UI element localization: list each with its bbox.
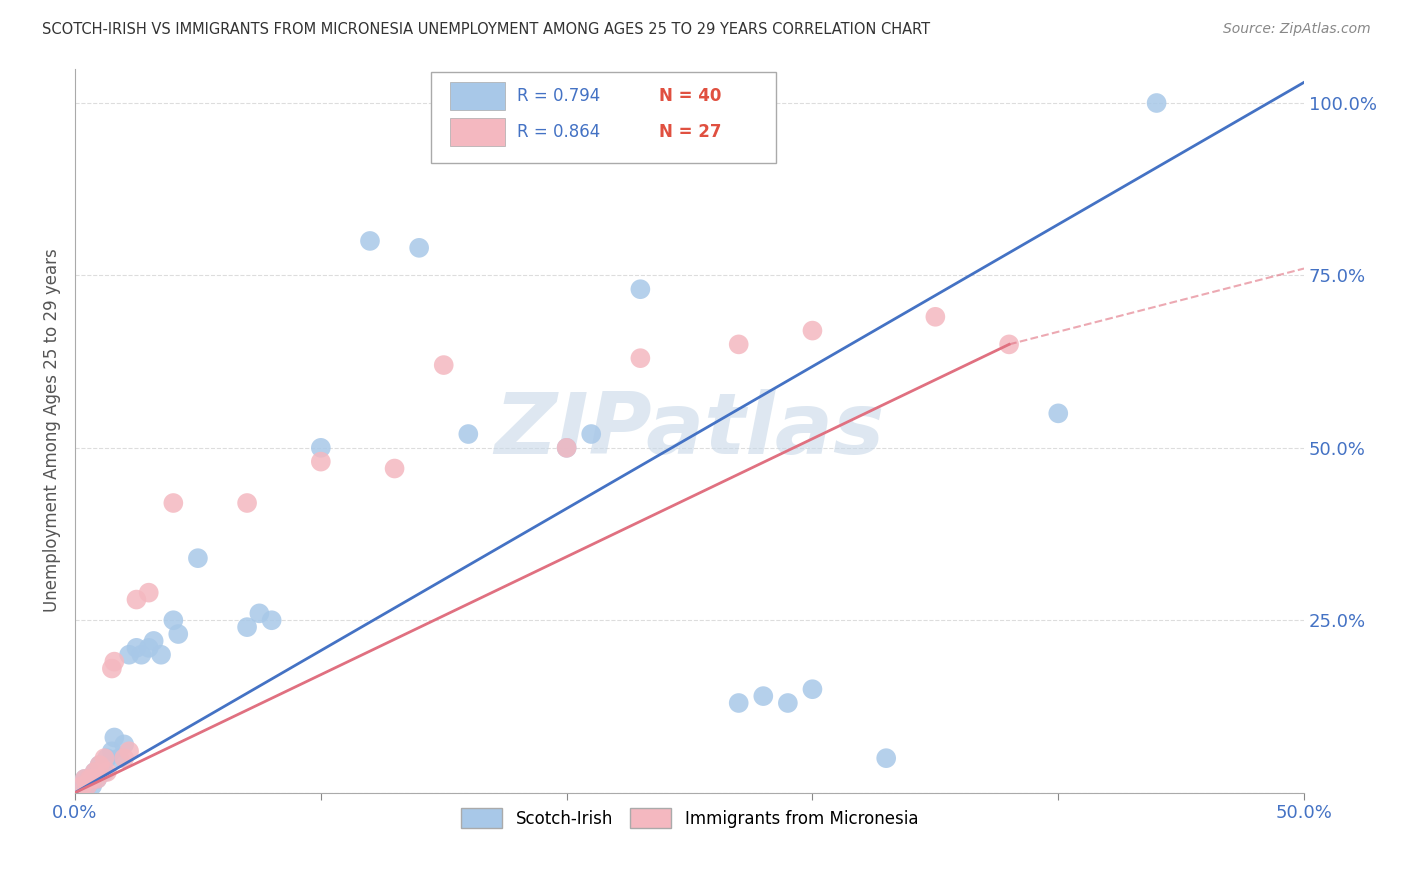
Point [118,744,141,758]
Point [236,496,259,510]
Point [1146,95,1168,110]
Point [96,764,118,779]
Point [76,779,98,793]
Point [384,461,406,475]
Text: SCOTCH-IRISH VS IMMIGRANTS FROM MICRONESIA UNEMPLOYMENT AMONG AGES 25 TO 29 YEAR: SCOTCH-IRISH VS IMMIGRANTS FROM MICRONES… [42,22,931,37]
Point [162,613,184,627]
Point [86,772,108,786]
Point [433,358,456,372]
Point [167,627,190,641]
Text: Source: ZipAtlas.com: Source: ZipAtlas.com [1223,22,1371,37]
Text: N = 27: N = 27 [659,123,721,141]
Point [79,772,101,786]
Legend: Scotch-Irish, Immigrants from Micronesia: Scotch-Irish, Immigrants from Micronesia [454,801,925,835]
Point [72,779,94,793]
Point [752,689,775,703]
Point [138,585,160,599]
Text: N = 40: N = 40 [659,87,721,105]
Point [96,751,118,765]
Point [555,441,578,455]
Point [79,772,101,786]
Point [125,592,148,607]
Point [776,696,799,710]
Point [103,655,125,669]
Point [628,282,651,296]
Point [118,648,141,662]
Point [457,427,479,442]
Point [83,764,105,779]
Point [73,772,96,786]
FancyBboxPatch shape [450,82,505,110]
Point [998,337,1021,351]
Point [236,620,259,634]
Y-axis label: Unemployment Among Ages 25 to 29 years: Unemployment Among Ages 25 to 29 years [44,249,60,613]
Point [1047,406,1070,420]
Point [89,758,111,772]
Point [93,764,115,779]
Point [359,234,381,248]
Point [138,640,160,655]
Point [103,731,125,745]
Point [247,607,270,621]
Point [108,751,131,765]
FancyBboxPatch shape [432,72,776,162]
Point [875,751,897,765]
Point [187,551,209,566]
Point [162,496,184,510]
Point [309,455,332,469]
Text: R = 0.864: R = 0.864 [517,123,600,141]
Point [727,337,749,351]
Point [555,441,578,455]
Point [150,648,173,662]
Point [76,779,98,793]
Point [924,310,946,324]
FancyBboxPatch shape [450,119,505,146]
Point [579,427,602,442]
Point [89,758,111,772]
Point [112,751,135,765]
Text: ZIPatlas: ZIPatlas [495,389,884,472]
Point [86,772,108,786]
Point [101,744,124,758]
Point [727,696,749,710]
Point [142,634,165,648]
Point [408,241,430,255]
Point [628,351,651,366]
Point [82,772,104,786]
Point [309,441,332,455]
Point [73,772,96,786]
Point [131,648,153,662]
Text: R = 0.794: R = 0.794 [517,87,600,105]
Point [93,751,115,765]
Point [83,764,105,779]
Point [82,779,104,793]
Point [72,779,94,793]
Point [801,324,824,338]
Point [125,640,148,655]
Point [101,661,124,675]
Point [112,738,135,752]
Point [260,613,283,627]
Point [801,682,824,697]
